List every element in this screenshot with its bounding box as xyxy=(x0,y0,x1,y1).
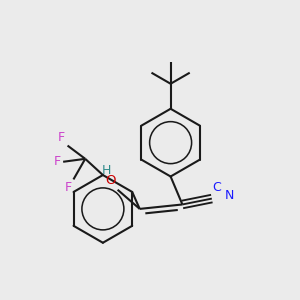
Text: N: N xyxy=(225,189,235,202)
Text: C: C xyxy=(213,181,221,194)
Text: O: O xyxy=(106,174,116,188)
Text: F: F xyxy=(65,181,72,194)
Text: H: H xyxy=(102,164,111,177)
Text: F: F xyxy=(54,155,61,168)
Text: F: F xyxy=(58,131,65,144)
